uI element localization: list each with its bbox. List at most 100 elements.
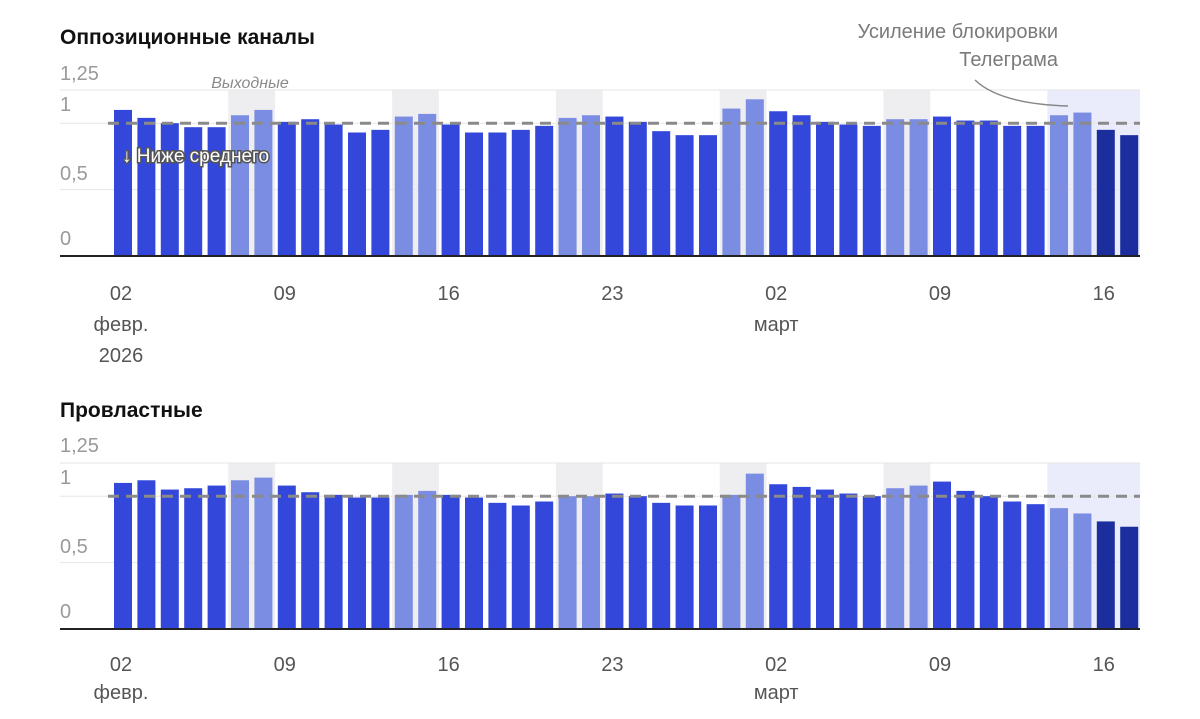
blocking-annotation-pointer (974, 79, 1069, 107)
bar (1003, 125, 1022, 256)
bar (1096, 129, 1115, 256)
bar (956, 490, 975, 629)
bar (886, 119, 905, 256)
x-tick-label: 02 (110, 654, 132, 676)
chart-opposition: Оппозиционные каналы 0 0,5 1 1,25 02 февр. 20… (60, 21, 1140, 367)
bar (628, 121, 647, 256)
bar (231, 480, 249, 629)
bar (558, 117, 577, 256)
bar (418, 490, 437, 629)
x-tick-label: 16 (437, 654, 459, 676)
bar (675, 135, 694, 256)
bar (324, 124, 343, 256)
bar (909, 485, 928, 629)
bar (792, 486, 811, 629)
bar (745, 473, 764, 629)
y-axis-ticks: 0 0,5 1 1,25 (60, 435, 99, 623)
blocking-annotation-line1: Усиление блокировки (857, 21, 1058, 43)
x-tick-label: 09 (274, 283, 296, 305)
bar (605, 116, 624, 256)
bar (1026, 125, 1045, 256)
bar (558, 496, 577, 629)
bar (277, 485, 296, 629)
chart-title: Оппозиционные каналы (60, 26, 315, 49)
weekend-annotation: Выходные (211, 75, 289, 92)
bar (1073, 112, 1092, 257)
bar (933, 481, 951, 629)
y-tick-label: 0,5 (60, 163, 88, 185)
x-axis-ticks: 02 февр. 2026 09 16 23 02 март 09 16 (94, 283, 1115, 367)
bar (254, 109, 273, 256)
bar (839, 124, 858, 256)
x-tick-label: 23 (601, 654, 623, 676)
bar (511, 129, 530, 256)
bar (675, 505, 694, 629)
bar (371, 129, 390, 256)
bar (605, 493, 624, 629)
bar (137, 480, 156, 629)
y-tick-label: 1 (60, 94, 71, 116)
bars (114, 99, 1139, 257)
x-tick-label: 16 (1093, 654, 1115, 676)
bar (582, 115, 600, 257)
y-axis-ticks: 0 0,5 1 1,25 (60, 63, 99, 250)
y-tick-label: 0,5 (60, 536, 88, 558)
bar (1120, 135, 1139, 256)
x-tick-label: март (754, 682, 799, 704)
bar (1050, 508, 1068, 629)
bar (722, 108, 741, 256)
below-average-annotation: ↓ Ниже среднего (122, 146, 269, 167)
y-tick-label: 1 (60, 467, 71, 489)
x-tick-label: 09 (929, 283, 951, 305)
annotations: Выходные Усиление блокировки Телеграма ↓… (121, 21, 1069, 169)
bar (582, 496, 600, 629)
bar (348, 132, 366, 256)
bar (652, 502, 671, 629)
bar (933, 116, 951, 256)
bars (114, 473, 1139, 629)
x-axis-ticks: 02 февр. 09 16 23 02 март 09 16 (94, 654, 1115, 704)
bar (816, 489, 834, 629)
bar (1050, 115, 1068, 257)
bar (394, 494, 413, 629)
bar (207, 127, 226, 257)
x-tick-label: февр. (94, 682, 149, 704)
bar (207, 485, 226, 629)
bar (745, 99, 764, 257)
bar (722, 494, 741, 629)
bar (979, 496, 998, 629)
bar (511, 505, 530, 629)
bar (769, 484, 788, 629)
x-tick-label: 16 (1093, 283, 1115, 305)
bar (114, 482, 132, 629)
bar (114, 109, 132, 256)
chart-title: Провластные (60, 399, 203, 422)
bar (862, 496, 881, 629)
bar (465, 497, 483, 629)
bar (1120, 526, 1139, 629)
bar (441, 494, 460, 629)
bar (792, 115, 811, 257)
bar (137, 117, 156, 256)
bar (1026, 504, 1045, 629)
bar (535, 125, 554, 256)
bar (348, 497, 366, 629)
y-tick-label: 1,25 (60, 435, 99, 457)
x-tick-label: 09 (274, 654, 296, 676)
chart-pro-government: Провластные 0 0,5 1 1,25 02 февр. 09 16 23 02 мар… (60, 399, 1140, 704)
bar (699, 135, 717, 256)
y-tick-label: 0 (60, 601, 71, 623)
bar (839, 493, 858, 629)
bar (324, 494, 343, 629)
bar (301, 119, 320, 256)
bar (956, 120, 975, 256)
x-tick-label: 2026 (99, 345, 144, 367)
x-tick-label: 16 (437, 283, 459, 305)
bar (535, 501, 554, 629)
bar (652, 131, 671, 256)
bar (979, 120, 998, 256)
bar (769, 111, 788, 256)
bar (441, 124, 460, 256)
bar (254, 477, 273, 629)
